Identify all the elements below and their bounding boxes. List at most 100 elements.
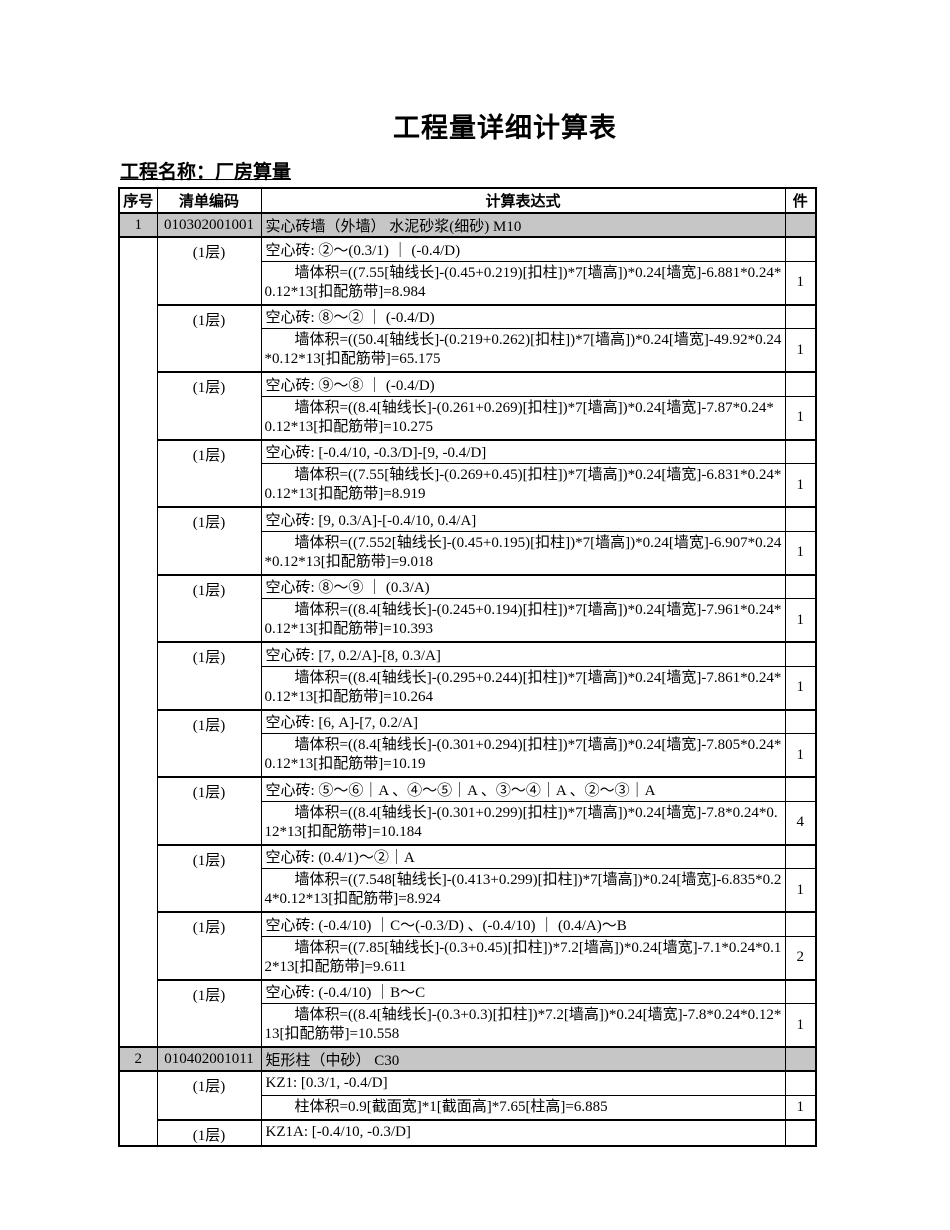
calc-expression: 柱体积=0.9[截面宽]*1[截面高]*7.65[柱高]=6.885 (260, 1094, 786, 1120)
calc-expression: 墙体积=((7.85[轴线长]-(0.3+0.45)[扣柱])*7.2[墙高])… (260, 935, 786, 980)
calc-expression: 墙体积=((7.552[轴线长]-(0.45+0.195)[扣柱])*7[墙高]… (260, 530, 786, 575)
item-label: 空心砖: ⑧～⑨ ｜ (0.3/A) (260, 573, 786, 599)
count-value: 4 (784, 800, 817, 845)
floor-cell: (1层) (156, 506, 262, 575)
floor-cell: (1层) (156, 303, 262, 373)
item-label-row: (1层) 空心砖: (-0.4/10) ｜B～C (119, 978, 817, 1048)
project-name: 工程名称：厂房算量 (120, 162, 292, 183)
column-header-expression: 计算表达式 (260, 187, 786, 214)
count-empty-cell (784, 438, 817, 464)
item-label-row: (1层) 空心砖: (0.4/1)～②｜A (119, 843, 817, 913)
count-empty-cell (784, 303, 817, 329)
calc-row: 柱体积=0.9[截面宽]*1[截面高]*7.65[柱高]=6.885 1 (119, 1094, 817, 1120)
count-value: 2 (784, 935, 817, 980)
item-label-row: (1层) 空心砖: ⑨～⑧ ｜ (-0.4/D) (119, 371, 817, 440)
quantity-calculation-table: 序号 清单编码 计算表达式 件 1 010302001001 实心砖墙（外墙） 水泥… (118, 187, 817, 1147)
item-label: KZ1A: [-0.4/10, -0.3/D] (260, 1118, 786, 1146)
item-label: 空心砖: (0.4/1)～②｜A (260, 843, 786, 869)
count-empty-cell (784, 978, 817, 1004)
count-empty-cell (784, 573, 817, 599)
item-label: 空心砖: (-0.4/10) ｜C～(-0.3/D) 、(-0.4/10) ｜ … (260, 911, 786, 937)
count-value: 1 (784, 1094, 817, 1120)
calc-row: 墙体积=((8.4[轴线长]-(0.301+0.299)[扣柱])*7[墙高])… (119, 800, 817, 845)
calc-expression: 墙体积=((7.55[轴线长]-(0.45+0.219)[扣柱])*7[墙高])… (260, 260, 786, 305)
floor-cell: (1层) (156, 371, 262, 440)
calc-expression: 墙体积=((8.4[轴线长]-(0.295+0.244)[扣柱])*7[墙高])… (260, 665, 786, 710)
table-header-row: 序号 清单编码 计算表达式 件 (118, 187, 817, 214)
column-header-code: 清单编码 (156, 187, 262, 214)
section-row: 2 010402001011 矩形柱（中砂） C30 (118, 1046, 817, 1072)
item-label-row: (1层) 空心砖: [-0.4/10, -0.3/D]-[9, -0.4/D] (119, 438, 817, 508)
count-empty-cell (784, 911, 817, 937)
section-count-cell (784, 1046, 817, 1072)
floor-cell: (1层) (156, 573, 262, 643)
item-label: 空心砖: [9, 0.3/A]-[-0.4/10, 0.4/A] (260, 506, 786, 532)
floor-cell: (1层) (156, 843, 262, 913)
floor-cell: (1层) (156, 776, 262, 845)
count-value: 1 (784, 530, 817, 575)
section-name: 实心砖墙（外墙） 水泥砂浆(细砂) M10 (260, 212, 786, 238)
floor-cell: (1层) (156, 708, 262, 778)
section-row: 1 010302001001 实心砖墙（外墙） 水泥砂浆(细砂) M10 (118, 212, 817, 238)
item-label: 空心砖: ⑤～⑥｜A 、④～⑤｜A 、③～④｜A 、②～③｜A (260, 776, 786, 802)
item-label: 空心砖: ⑨～⑧ ｜ (-0.4/D) (260, 371, 786, 397)
calc-expression: 墙体积=((8.4[轴线长]-(0.3+0.3)[扣柱])*7.2[墙高])*0… (260, 1003, 786, 1048)
item-label-row: (1层) KZ1: [0.3/1, -0.4/D] (118, 1070, 817, 1146)
section-no-spacer (118, 1070, 158, 1146)
calc-row: 墙体积=((7.85[轴线长]-(0.3+0.45)[扣柱])*7.2[墙高])… (119, 935, 817, 980)
floor-cell: (1层) (156, 911, 262, 980)
calc-row: 墙体积=((7.55[轴线长]-(0.45+0.219)[扣柱])*7[墙高])… (119, 260, 817, 305)
count-empty-cell (784, 708, 817, 734)
count-value: 1 (784, 868, 817, 913)
item-label-row: (1层) 空心砖: ②～(0.3/1) ｜ (-0.4/D) (118, 236, 817, 1048)
calc-row: 墙体积=((7.552[轴线长]-(0.45+0.195)[扣柱])*7[墙高]… (119, 530, 817, 575)
floor-cell: (1层) (156, 1070, 262, 1120)
calc-expression: 墙体积=((8.4[轴线长]-(0.261+0.269)[扣柱])*7[墙高])… (260, 395, 786, 440)
count-empty-cell (784, 843, 817, 869)
item-label: 空心砖: [7, 0.2/A]-[8, 0.3/A] (260, 641, 786, 667)
section-no-spacer (118, 236, 158, 1048)
calc-expression: 墙体积=((8.4[轴线长]-(0.245+0.194)[扣柱])*7[墙高])… (260, 598, 786, 643)
calc-row: 墙体积=((8.4[轴线长]-(0.3+0.3)[扣柱])*7.2[墙高])*0… (119, 1003, 817, 1048)
item-label-row: (1层) 空心砖: [7, 0.2/A]-[8, 0.3/A] (119, 641, 817, 710)
count-empty-cell (784, 506, 817, 532)
section-code: 010402001011 (156, 1046, 262, 1072)
section-name: 矩形柱（中砂） C30 (260, 1046, 786, 1072)
count-empty-cell (784, 1118, 817, 1146)
calc-expression: 墙体积=((8.4[轴线长]-(0.301+0.294)[扣柱])*7[墙高])… (260, 733, 786, 778)
floor-cell: (1层) (156, 641, 262, 710)
calc-row: 墙体积=((8.4[轴线长]-(0.301+0.294)[扣柱])*7[墙高])… (119, 733, 817, 778)
item-label-row: (1层) 空心砖: (-0.4/10) ｜C～(-0.3/D) 、(-0.4/10… (119, 911, 817, 980)
item-label-row: (1层) 空心砖: [9, 0.3/A]-[-0.4/10, 0.4/A] (119, 506, 817, 575)
item-label: 空心砖: [6, A]-[7, 0.2/A] (260, 708, 786, 734)
count-value: 1 (784, 733, 817, 778)
section-count-cell (784, 212, 817, 238)
count-value: 1 (784, 1003, 817, 1048)
count-value: 1 (784, 395, 817, 440)
count-value: 1 (784, 463, 817, 508)
item-label: 空心砖: ②～(0.3/1) ｜ (-0.4/D) (260, 236, 786, 262)
document-title: 工程量详细计算表 (393, 113, 617, 143)
calc-row: 墙体积=((8.4[轴线长]-(0.295+0.244)[扣柱])*7[墙高])… (119, 665, 817, 710)
count-value: 1 (784, 665, 817, 710)
calc-row: 墙体积=((8.4[轴线长]-(0.261+0.269)[扣柱])*7[墙高])… (119, 395, 817, 440)
calc-expression: 墙体积=((7.55[轴线长]-(0.269+0.45)[扣柱])*7[墙高])… (260, 463, 786, 508)
item-label-row: (1层) KZ1A: [-0.4/10, -0.3/D] (119, 1118, 817, 1146)
item-label: 空心砖: (-0.4/10) ｜B～C (260, 978, 786, 1004)
section-code: 010302001001 (156, 212, 262, 238)
calc-expression: 墙体积=((50.4[轴线长]-(0.219+0.262)[扣柱])*7[墙高]… (260, 328, 786, 373)
count-empty-cell (784, 371, 817, 397)
calc-expression: 墙体积=((8.4[轴线长]-(0.301+0.299)[扣柱])*7[墙高])… (260, 800, 786, 845)
count-empty-cell (784, 236, 817, 262)
section-no: 2 (118, 1046, 158, 1072)
item-label-row: (1层) 空心砖: ⑤～⑥｜A 、④～⑤｜A 、③～④｜A 、②～③｜A (119, 776, 817, 845)
item-label-row: (1层) 空心砖: ⑧～② ｜ (-0.4/D) (119, 303, 817, 373)
floor-cell: (1层) (156, 438, 262, 508)
calc-row: 墙体积=((8.4[轴线长]-(0.245+0.194)[扣柱])*7[墙高])… (119, 598, 817, 643)
item-label: 空心砖: ⑧～② ｜ (-0.4/D) (260, 303, 786, 329)
floor-cell: (1层) (156, 236, 262, 305)
count-empty-cell (784, 1070, 817, 1096)
item-label: KZ1: [0.3/1, -0.4/D] (260, 1070, 786, 1096)
count-empty-cell (784, 641, 817, 667)
column-header-no: 序号 (118, 187, 158, 214)
